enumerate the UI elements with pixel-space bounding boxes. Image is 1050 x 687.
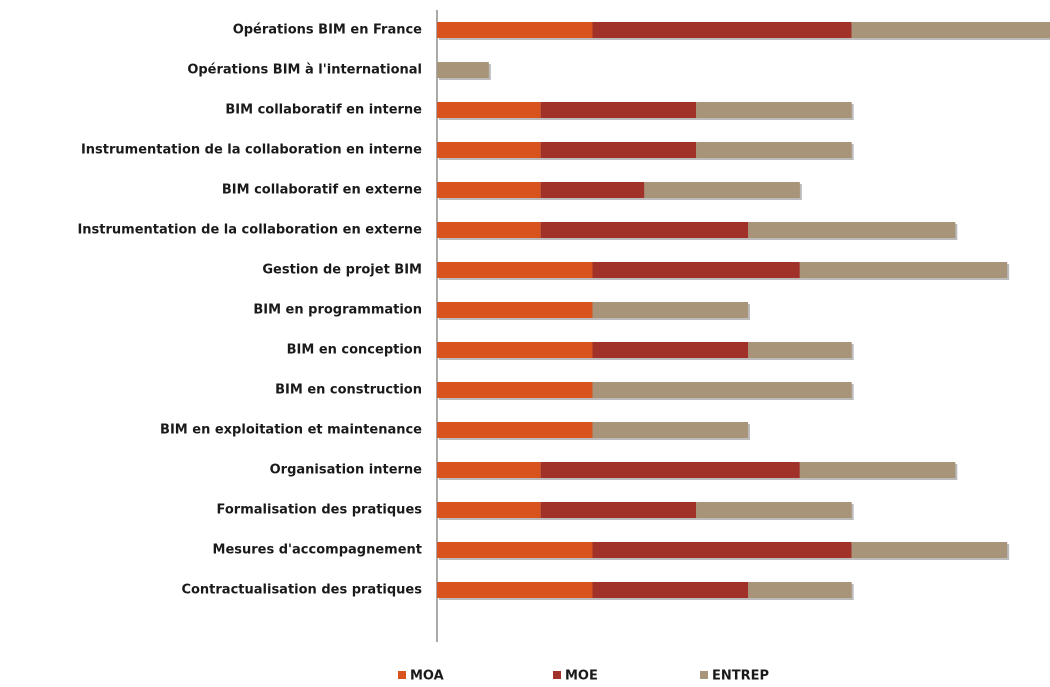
bar-segment [540,182,645,198]
bar-segment [592,342,748,358]
legend-label: ENTREP [712,669,769,684]
bar-segment [851,22,1050,38]
bar-segment [437,182,541,198]
y-tick-label: BIM en programmation [253,303,422,318]
bar-segment [540,102,697,118]
bar-segment [592,22,852,38]
bar-segment [748,342,852,358]
bar-segment [437,222,541,238]
y-tick-label: Mesures d'accompagnement [213,543,422,558]
bar-segment [748,222,956,238]
legend-label: MOA [410,669,444,684]
bar-segment [437,422,593,438]
bar-segment [437,342,593,358]
bar-segment [437,462,541,478]
y-tick-label: Gestion de projet BIM [262,263,422,278]
bar-segment [437,582,593,598]
y-tick-label: Opérations BIM à l'international [187,63,422,78]
y-tick-label: Contractualisation des pratiques [181,583,422,598]
bar-segment [592,422,748,438]
y-tick-label: BIM en construction [275,383,422,398]
bar-segment [696,502,852,518]
bar-segment [696,102,852,118]
bar-segment [592,382,852,398]
bar-segment [748,582,852,598]
bar-segment [437,302,593,318]
bar-segment [540,222,748,238]
bar-segment [592,262,800,278]
bar-segment [592,582,748,598]
y-tick-label: Instrumentation de la collaboration en i… [81,143,422,158]
bar-segment [540,142,697,158]
bar-segment [437,262,593,278]
y-tick-label: BIM collaboratif en externe [222,183,422,198]
bar-segment [851,542,1008,558]
legend-swatch [553,671,561,679]
y-tick-label: BIM en exploitation et maintenance [160,423,422,438]
y-tick-label: Opérations BIM en France [233,23,422,38]
bar-segment [437,502,541,518]
legend-label: MOE [565,669,598,684]
y-tick-label: Formalisation des pratiques [217,503,423,518]
legend-swatch [398,671,406,679]
y-tick-label: BIM collaboratif en interne [225,103,422,118]
bar-segment [592,302,748,318]
bar-segment [799,462,956,478]
y-tick-label: BIM en conception [287,343,422,358]
bar-segment [592,542,852,558]
bar-segment [437,62,489,78]
bar-segment [437,382,593,398]
bar-segment [644,182,800,198]
bar-segment [437,542,593,558]
y-tick-label: Organisation interne [270,463,423,478]
bar-segment [696,142,852,158]
bar-segment [540,502,697,518]
bar-segment [437,102,541,118]
bar-segment [437,142,541,158]
bar-segment [540,462,800,478]
bar-segment [437,22,593,38]
legend-swatch [700,671,708,679]
bar-segment [799,262,1008,278]
y-tick-label: Instrumentation de la collaboration en e… [77,223,422,238]
